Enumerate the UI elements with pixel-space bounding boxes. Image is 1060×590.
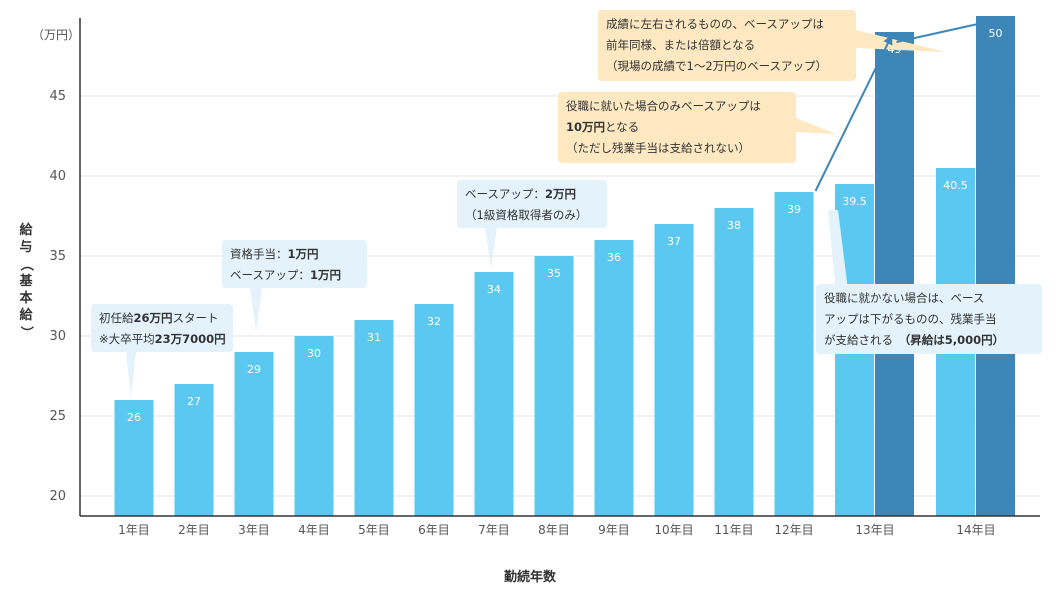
bar-6年目: [414, 304, 454, 516]
tail-starting-salary: [126, 352, 136, 398]
y-axis-ticks: 20 25 30 35 40 45: [49, 89, 66, 504]
bar-4年目: [294, 336, 334, 516]
bar-11年目: [714, 208, 754, 516]
annotation-qualification-allowance: 資格手当：1万円 ベースアップ：1万円: [222, 240, 367, 288]
bar-value-label: 36: [607, 251, 621, 264]
axes: [79, 18, 1040, 517]
x-tick-label: 1年目: [118, 523, 150, 537]
bar-value-label: 31: [367, 331, 381, 344]
bar-value-label: 37: [667, 235, 681, 248]
bar-8年目: [534, 256, 574, 516]
bar-12年目: [774, 192, 814, 516]
y-tick-label: 30: [49, 329, 66, 344]
x-axis-ticks: 1年目 2年目 3年目 4年目 5年目 6年目 7年目 8年目 9年目 10年目 11年目 12年目 1…: [118, 523, 995, 537]
bar-value-label: 39: [787, 203, 801, 216]
x-tick-label: 11年目: [714, 523, 753, 537]
x-tick-label: 5年目: [358, 523, 390, 537]
bar-promoted-14年目: [976, 16, 1015, 516]
tail-promotion: [796, 118, 836, 134]
annotation-no-promotion: 役職に就かない場合は、ベース アップは下がるものの、残業手当 が支給される （昇…: [816, 284, 1042, 354]
bar-1年目: [114, 400, 154, 516]
x-tick-label: 14年目: [956, 523, 995, 537]
bar-promoted-13年目: [875, 32, 914, 516]
x-tick-label: 10年目: [654, 523, 693, 537]
y-tick-label: 35: [49, 249, 66, 264]
bar-value-label: 38: [727, 219, 741, 232]
bar-value-label: 30: [307, 347, 321, 360]
bar-10年目: [654, 224, 694, 516]
bar-2年目: [174, 384, 214, 516]
bar-value-label: 27: [187, 395, 201, 408]
bar-3年目: [234, 352, 274, 516]
x-tick-label: 6年目: [418, 523, 450, 537]
tail-qualification: [250, 288, 262, 332]
bar-value-label: 32: [427, 315, 441, 328]
x-tick-label: 12年目: [774, 523, 813, 537]
bar-5年目: [354, 320, 394, 516]
annotation-starting-salary: 初任給26万円スタート ※大卒平均23万7000円: [91, 304, 233, 352]
x-tick-label: 13年目: [855, 523, 894, 537]
x-axis-label: 勤続年数: [503, 570, 556, 585]
annotation-performance-base-up: 成績に左右されるものの、ベースアップは 前年同様、または倍額となる （現場の成績…: [598, 10, 856, 81]
bar-value-label: 50: [989, 27, 1003, 40]
bars: [114, 16, 1015, 516]
x-tick-label: 8年目: [538, 523, 570, 537]
annotation-promotion-base-up: 役職に就いた場合のみベースアップは 10万円となる （ただし残業手当は支給されな…: [558, 92, 796, 163]
callout-tails: [126, 30, 946, 398]
x-tick-label: 7年目: [478, 523, 510, 537]
arrow-to-14-promoted: [896, 17, 996, 43]
tail-base-up: [485, 228, 497, 268]
y-tick-label: 20: [49, 489, 66, 504]
bar-value-label: 29: [247, 363, 261, 376]
bar-value-label: 34: [487, 283, 501, 296]
arrow-to-13-promoted: [814, 34, 893, 192]
y-axis-label: 給与（基本給）: [18, 223, 34, 339]
bar-value-label: 35: [547, 267, 561, 280]
y-tick-label: 40: [49, 169, 66, 184]
bar-value-label: 40.5: [943, 179, 968, 192]
x-tick-label: 4年目: [298, 523, 330, 537]
x-tick-label: 9年目: [598, 523, 630, 537]
tail-no-promotion: [828, 210, 848, 292]
bar-value-label: 39.5: [842, 195, 867, 208]
annotation-base-up-2man: ベースアップ：2万円 （1級資格取得者のみ）: [457, 180, 607, 228]
y-tick-label: 45: [49, 89, 66, 104]
y-axis-unit: （万円）: [32, 28, 81, 42]
x-tick-label: 3年目: [238, 523, 270, 537]
bar-7年目: [474, 272, 514, 516]
y-tick-label: 25: [49, 409, 66, 424]
bar-value-label: 26: [127, 411, 141, 424]
bar-9年目: [594, 240, 634, 516]
x-tick-label: 2年目: [178, 523, 210, 537]
promotion-arrows: [814, 17, 996, 192]
